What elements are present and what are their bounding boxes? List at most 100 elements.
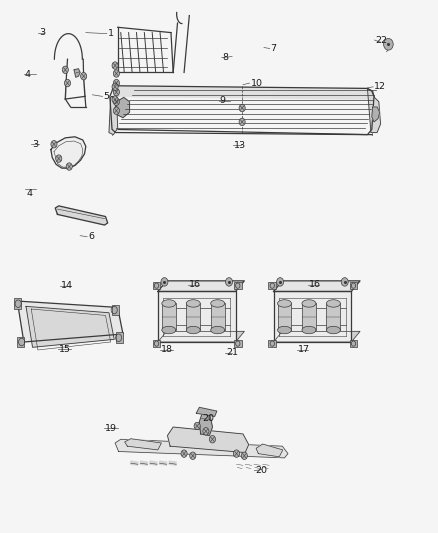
Circle shape (161, 278, 168, 286)
Text: 4: 4 (26, 189, 32, 198)
Circle shape (239, 118, 245, 126)
Circle shape (113, 88, 120, 96)
Circle shape (239, 104, 245, 112)
Circle shape (62, 66, 68, 74)
Text: 20: 20 (255, 466, 267, 475)
Bar (268, 340, 276, 348)
Text: 19: 19 (105, 424, 117, 433)
Text: 1: 1 (108, 29, 114, 38)
Circle shape (64, 79, 71, 87)
Circle shape (112, 62, 118, 69)
Polygon shape (274, 332, 360, 342)
Circle shape (181, 450, 187, 457)
Text: 9: 9 (220, 96, 226, 105)
Text: 15: 15 (59, 345, 71, 354)
Ellipse shape (211, 300, 225, 307)
Bar (302, 303, 316, 330)
Polygon shape (131, 461, 138, 465)
Text: 6: 6 (88, 232, 94, 241)
Ellipse shape (278, 326, 291, 334)
Bar (116, 333, 123, 343)
Text: 3: 3 (39, 28, 45, 37)
Polygon shape (274, 292, 351, 342)
Bar (268, 282, 276, 289)
Circle shape (190, 452, 196, 459)
Polygon shape (109, 96, 118, 135)
Circle shape (341, 278, 348, 286)
Circle shape (194, 422, 200, 430)
Bar (234, 282, 242, 289)
Text: 8: 8 (223, 53, 229, 62)
Bar (112, 305, 119, 316)
Polygon shape (150, 461, 157, 465)
Bar (17, 337, 24, 348)
Circle shape (113, 107, 120, 115)
Polygon shape (274, 281, 360, 292)
Polygon shape (372, 107, 380, 122)
Text: 7: 7 (271, 44, 276, 53)
Circle shape (113, 70, 120, 77)
Polygon shape (125, 439, 161, 450)
Circle shape (277, 278, 284, 286)
Polygon shape (196, 407, 217, 416)
Bar (152, 282, 160, 289)
Text: 21: 21 (226, 348, 238, 357)
Polygon shape (367, 88, 381, 133)
Text: 13: 13 (234, 141, 247, 150)
Text: 5: 5 (103, 92, 110, 101)
Polygon shape (158, 281, 244, 292)
Ellipse shape (326, 326, 340, 334)
Polygon shape (74, 69, 80, 77)
Text: 22: 22 (375, 36, 387, 45)
Circle shape (226, 278, 233, 286)
Circle shape (209, 435, 215, 443)
Bar (350, 340, 357, 348)
Circle shape (203, 427, 209, 435)
Circle shape (81, 72, 87, 80)
Polygon shape (199, 413, 212, 435)
Polygon shape (169, 461, 176, 465)
Text: 16: 16 (309, 280, 321, 289)
Circle shape (112, 83, 118, 91)
Text: 18: 18 (161, 345, 173, 354)
Bar (162, 303, 176, 330)
Ellipse shape (326, 300, 340, 307)
Text: 17: 17 (297, 345, 310, 354)
Circle shape (233, 450, 240, 457)
Ellipse shape (162, 326, 176, 334)
Polygon shape (113, 86, 370, 99)
Text: 3: 3 (32, 140, 38, 149)
Text: 14: 14 (61, 281, 73, 290)
Polygon shape (158, 292, 236, 342)
Polygon shape (51, 137, 86, 168)
Polygon shape (158, 332, 244, 342)
Bar (326, 303, 340, 330)
Polygon shape (141, 461, 148, 465)
Bar (211, 303, 225, 330)
Circle shape (113, 79, 120, 87)
Ellipse shape (186, 326, 200, 334)
Text: 10: 10 (251, 78, 262, 87)
Circle shape (113, 98, 120, 106)
Bar (14, 298, 21, 309)
Bar (350, 282, 357, 289)
Bar (234, 340, 242, 348)
Ellipse shape (278, 300, 291, 307)
Polygon shape (159, 461, 166, 465)
Polygon shape (167, 427, 249, 453)
Bar (186, 303, 200, 330)
Ellipse shape (211, 326, 225, 334)
Circle shape (56, 155, 62, 163)
Text: 16: 16 (189, 280, 201, 289)
Circle shape (112, 96, 118, 103)
Text: 4: 4 (25, 70, 31, 78)
Text: 12: 12 (374, 82, 386, 91)
Polygon shape (26, 306, 114, 348)
Ellipse shape (302, 326, 316, 334)
Polygon shape (55, 206, 108, 225)
Ellipse shape (302, 300, 316, 307)
Circle shape (241, 452, 247, 459)
Circle shape (66, 163, 72, 170)
Circle shape (51, 141, 57, 148)
Circle shape (384, 38, 393, 50)
